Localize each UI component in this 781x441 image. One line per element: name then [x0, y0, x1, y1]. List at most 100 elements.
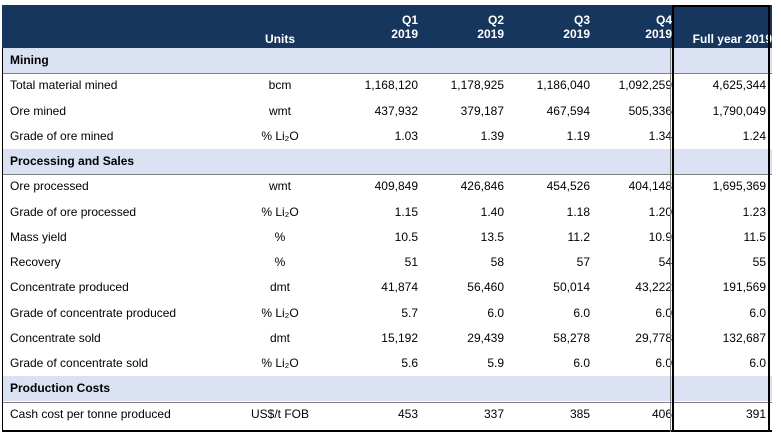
header-q1: Q1 2019: [368, 5, 418, 48]
cell-q2: 1.40: [480, 204, 504, 219]
cell-q2: 1.39: [480, 128, 504, 143]
cell-q4: 54: [658, 255, 672, 269]
cell-fy: 1,790,049: [712, 103, 766, 118]
row-divider: [2, 174, 772, 176]
cell-q4: 1,092,259: [618, 78, 672, 93]
section-title: Mining: [10, 53, 49, 67]
cell-q3: 11.2: [567, 229, 590, 244]
section-title: Production Costs: [10, 381, 111, 396]
header-q2: Q2 2019: [454, 5, 504, 48]
row-unit: % Li₂O: [261, 356, 299, 370]
header-q4-quarter: Q4: [655, 12, 672, 27]
table-row: Concentrate produced dmt 41,874 56,460 50,01…: [2, 275, 772, 300]
cell-q1: 41,874: [381, 280, 418, 295]
row-label: Grade of ore mined: [10, 128, 114, 143]
row-unit: %: [274, 229, 286, 244]
row-label: Total material mined: [10, 78, 118, 93]
cell-q1: 437,932: [374, 103, 418, 118]
row-unit: US$/t FOB: [250, 406, 309, 421]
header-q2-quarter: Q2: [487, 12, 504, 27]
cell-q4: 6.0: [655, 356, 672, 370]
row-unit: % Li₂O: [261, 128, 299, 143]
row-unit: wmt: [269, 103, 291, 118]
cell-fy: 6.0: [749, 305, 766, 320]
cell-q1: 1.03: [394, 128, 418, 143]
cell-q4: 10.9: [648, 229, 672, 244]
section-header-row: Processing and Sales: [2, 149, 772, 174]
cell-q3: 50,014: [553, 280, 590, 295]
cell-q2: 6.0: [487, 305, 504, 320]
row-label: Grade of ore processed: [10, 204, 137, 219]
section-header-row: Mining: [2, 48, 772, 73]
row-unit: dmt: [269, 280, 290, 295]
header-units: Units: [265, 31, 295, 46]
cell-fy: 1,695,369: [712, 179, 766, 194]
cell-q3: 467,594: [546, 103, 590, 118]
header-q3: Q3 2019: [540, 5, 590, 48]
row-label: Ore mined: [10, 103, 67, 118]
cell-fy: 1.23: [742, 204, 766, 219]
cell-q2: 5.9: [487, 356, 504, 370]
row-divider: [2, 401, 772, 403]
table-bottom-border: [2, 430, 772, 432]
row-unit: bcm: [268, 78, 292, 93]
table-row: Mass yield% 10.5 13.5 11.2 10.9 11.5: [2, 225, 772, 250]
cell-fy: 391: [745, 406, 766, 421]
row-label: Concentrate sold: [10, 330, 101, 345]
cell-q1: 51: [404, 255, 418, 269]
cell-q3: 57: [576, 255, 590, 269]
row-label: Ore processed: [10, 179, 89, 194]
header-q4: Q4 2019: [622, 5, 672, 48]
cell-q2: 13.5: [480, 229, 504, 244]
table-row: Cash cost per tonne produced US$/t FOB 453…: [2, 402, 772, 427]
row-unit: dmt: [269, 330, 290, 345]
cell-q3: 6.0: [573, 305, 590, 320]
header-full-year: Full year 2019: [692, 31, 772, 46]
cell-q2: 337: [483, 406, 504, 421]
cell-q1: 1.15: [394, 204, 418, 219]
cell-q3: 1,186,040: [536, 78, 590, 93]
table-row: Recovery% 51 58 57 54 55: [2, 250, 772, 275]
section-header-row: Production Costs: [2, 376, 772, 402]
cell-q1: 409,849: [374, 179, 418, 194]
cell-fy: 55: [752, 255, 766, 269]
row-label: Mass yield: [10, 229, 67, 244]
cell-fy: 191,569: [722, 280, 766, 295]
table-row: Grade of ore processed % Li₂O 1.15 1.40 1.18…: [2, 200, 772, 225]
cell-fy: 4,625,344: [712, 78, 766, 93]
table-row: Grade of concentrate produced % Li₂O 5.7 6.…: [2, 301, 772, 326]
cell-q3: 385: [569, 406, 590, 421]
cell-q1: 453: [397, 406, 418, 421]
table-header: Units Q1 2019 Q2 2019 Q3 2019 Q4 2019 Fu…: [2, 5, 772, 48]
table-row: Grade of concentrate sold % Li₂O 5.6 5.9 6.0…: [2, 351, 772, 376]
row-label: Grade of concentrate produced: [10, 305, 177, 320]
cell-q2: 379,187: [460, 103, 504, 118]
section-title: Processing and Sales: [10, 154, 135, 168]
cell-q4: 505,336: [628, 103, 672, 118]
row-label: Recovery: [10, 255, 61, 269]
cell-q4: 1.20: [648, 204, 672, 219]
cell-q1: 10.5: [394, 229, 418, 244]
cell-q4: 43,222: [635, 280, 672, 295]
table-row: Total material mined bcm 1,168,120 1,178,92…: [2, 73, 772, 98]
cell-q1: 1,168,120: [364, 78, 418, 93]
row-unit: %: [274, 255, 286, 269]
cell-q1: 5.7: [401, 305, 418, 320]
cell-q1: 5.6: [401, 356, 418, 370]
cell-q2: 426,846: [460, 179, 504, 194]
row-unit: % Li₂O: [261, 204, 299, 219]
header-q3-quarter: Q3: [573, 12, 590, 27]
cell-q4: 6.0: [655, 305, 672, 320]
row-divider: [2, 73, 772, 75]
cell-q3: 6.0: [573, 356, 590, 370]
row-label: Grade of concentrate sold: [10, 356, 149, 370]
cell-q3: 58,278: [553, 330, 590, 345]
cell-q4: 404,148: [628, 179, 672, 194]
cell-q3: 1.19: [566, 128, 590, 143]
cell-q3: 454,526: [546, 179, 590, 194]
cell-fy: 11.5: [743, 229, 766, 244]
table-row: Ore mined wmt 437,932 379,187 467,594 505,336…: [2, 99, 772, 124]
cell-q4: 29,778: [635, 330, 672, 345]
cell-q2: 58: [490, 255, 504, 269]
